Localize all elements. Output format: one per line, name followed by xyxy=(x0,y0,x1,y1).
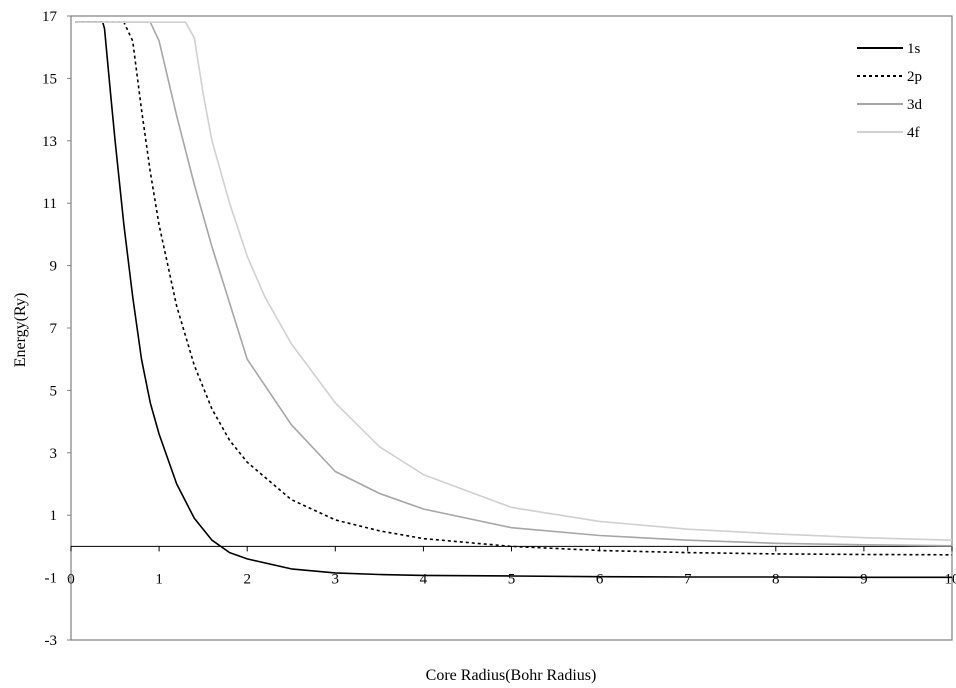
x-axis-title: Core Radius(Bohr Radius) xyxy=(426,667,597,684)
x-tick-label: 2 xyxy=(243,571,251,587)
y-tick-label: -3 xyxy=(45,633,58,649)
y-tick-label: 5 xyxy=(50,383,58,399)
y-tick-label: -1 xyxy=(45,571,58,587)
x-tick-label: 8 xyxy=(772,571,780,587)
series-line-2p xyxy=(75,21,953,556)
series-line-3d xyxy=(75,21,953,547)
x-tick-label: 1 xyxy=(155,571,163,587)
x-tick-label: 0 xyxy=(67,571,75,587)
x-axis-tick-labels: 0 1 2 3 4 5 6 7 8 9 10 xyxy=(67,546,956,587)
y-tick-label: 17 xyxy=(42,9,58,25)
x-tick-label: 3 xyxy=(332,571,340,587)
x-tick-label: 6 xyxy=(596,571,604,587)
y-tick-label: 3 xyxy=(50,446,58,462)
legend-label-1s: 1s xyxy=(907,41,921,57)
legend-label-3d: 3d xyxy=(907,97,923,113)
x-tick-label: 7 xyxy=(684,571,692,587)
x-tick-label: 10 xyxy=(945,571,956,587)
legend: 1s 2p 3d 4f xyxy=(857,41,923,141)
series-lines xyxy=(75,21,953,579)
y-tick-label: 11 xyxy=(43,196,57,212)
y-tick-label: 7 xyxy=(50,321,58,337)
y-tick-label: 13 xyxy=(42,134,57,150)
y-axis-title: Energy(Ry) xyxy=(12,293,29,368)
y-tick-label: 1 xyxy=(50,508,58,524)
x-tick-label: 5 xyxy=(508,571,516,587)
series-line-4f xyxy=(75,21,953,541)
series-line-1s xyxy=(75,21,952,579)
y-tick-label: 9 xyxy=(50,259,58,275)
x-tick-label: 4 xyxy=(420,571,428,587)
legend-label-2p: 2p xyxy=(907,69,922,85)
x-tick-label: 9 xyxy=(860,571,868,587)
legend-label-4f: 4f xyxy=(907,125,920,141)
y-tick-label: 15 xyxy=(42,71,57,87)
